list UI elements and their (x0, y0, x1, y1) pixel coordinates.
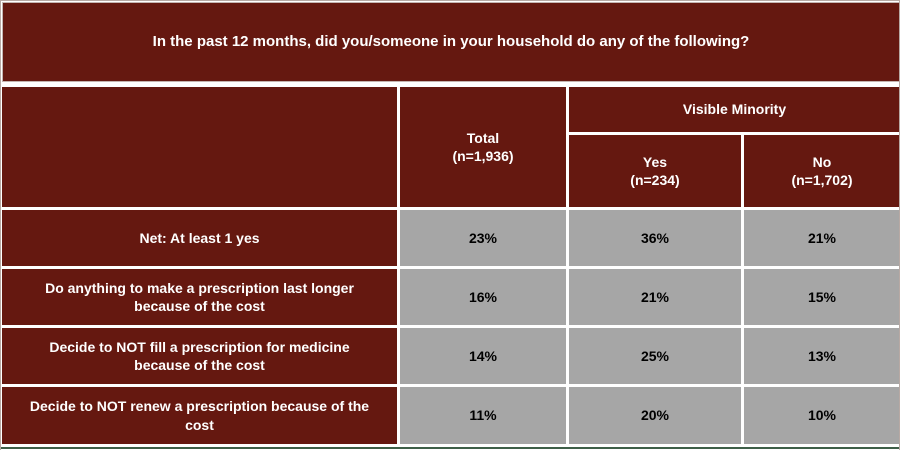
title-banner: In the past 12 months, did you/someone i… (2, 2, 899, 82)
no-column-header: No (n=1,702) (744, 135, 899, 207)
yes-value-cell: 21% (569, 269, 741, 325)
row-label: Decide to NOT renew a prescription becau… (2, 387, 397, 444)
row-label: Do anything to make a prescription last … (2, 269, 397, 325)
page-title: In the past 12 months, did you/someone i… (152, 32, 750, 50)
no-value-cell: 15% (744, 269, 899, 325)
yes-column-n: (n=234) (630, 172, 680, 188)
no-value-cell: 21% (744, 210, 899, 266)
total-value-cell: 23% (400, 210, 566, 266)
row-label-header-cell (2, 87, 397, 207)
total-column-header: Total (n=1,936) (400, 87, 566, 207)
total-value-cell: 16% (400, 269, 566, 325)
yes-value-cell: 25% (569, 328, 741, 384)
total-column-label: Total (466, 129, 500, 146)
no-value-cell: 10% (744, 387, 899, 444)
bottom-accent-line (1, 447, 899, 449)
total-column-n: (n=1,936) (452, 148, 514, 164)
yes-column-header: Yes (n=234) (569, 135, 741, 207)
no-column-n: (n=1,702) (791, 172, 853, 188)
yes-value-cell: 20% (569, 387, 741, 444)
total-value-cell: 11% (400, 387, 566, 444)
no-value-cell: 13% (744, 328, 899, 384)
row-label: Decide to NOT fill a prescription for me… (2, 328, 397, 384)
visible-minority-group-header: Visible Minority (569, 87, 899, 132)
no-column-label: No (812, 153, 832, 170)
yes-value-cell: 36% (569, 210, 741, 266)
total-value-cell: 14% (400, 328, 566, 384)
yes-column-label: Yes (642, 153, 668, 170)
row-label: Net: At least 1 yes (2, 210, 397, 266)
results-table: Total (n=1,936) Visible Minority Yes (n=… (2, 87, 899, 444)
